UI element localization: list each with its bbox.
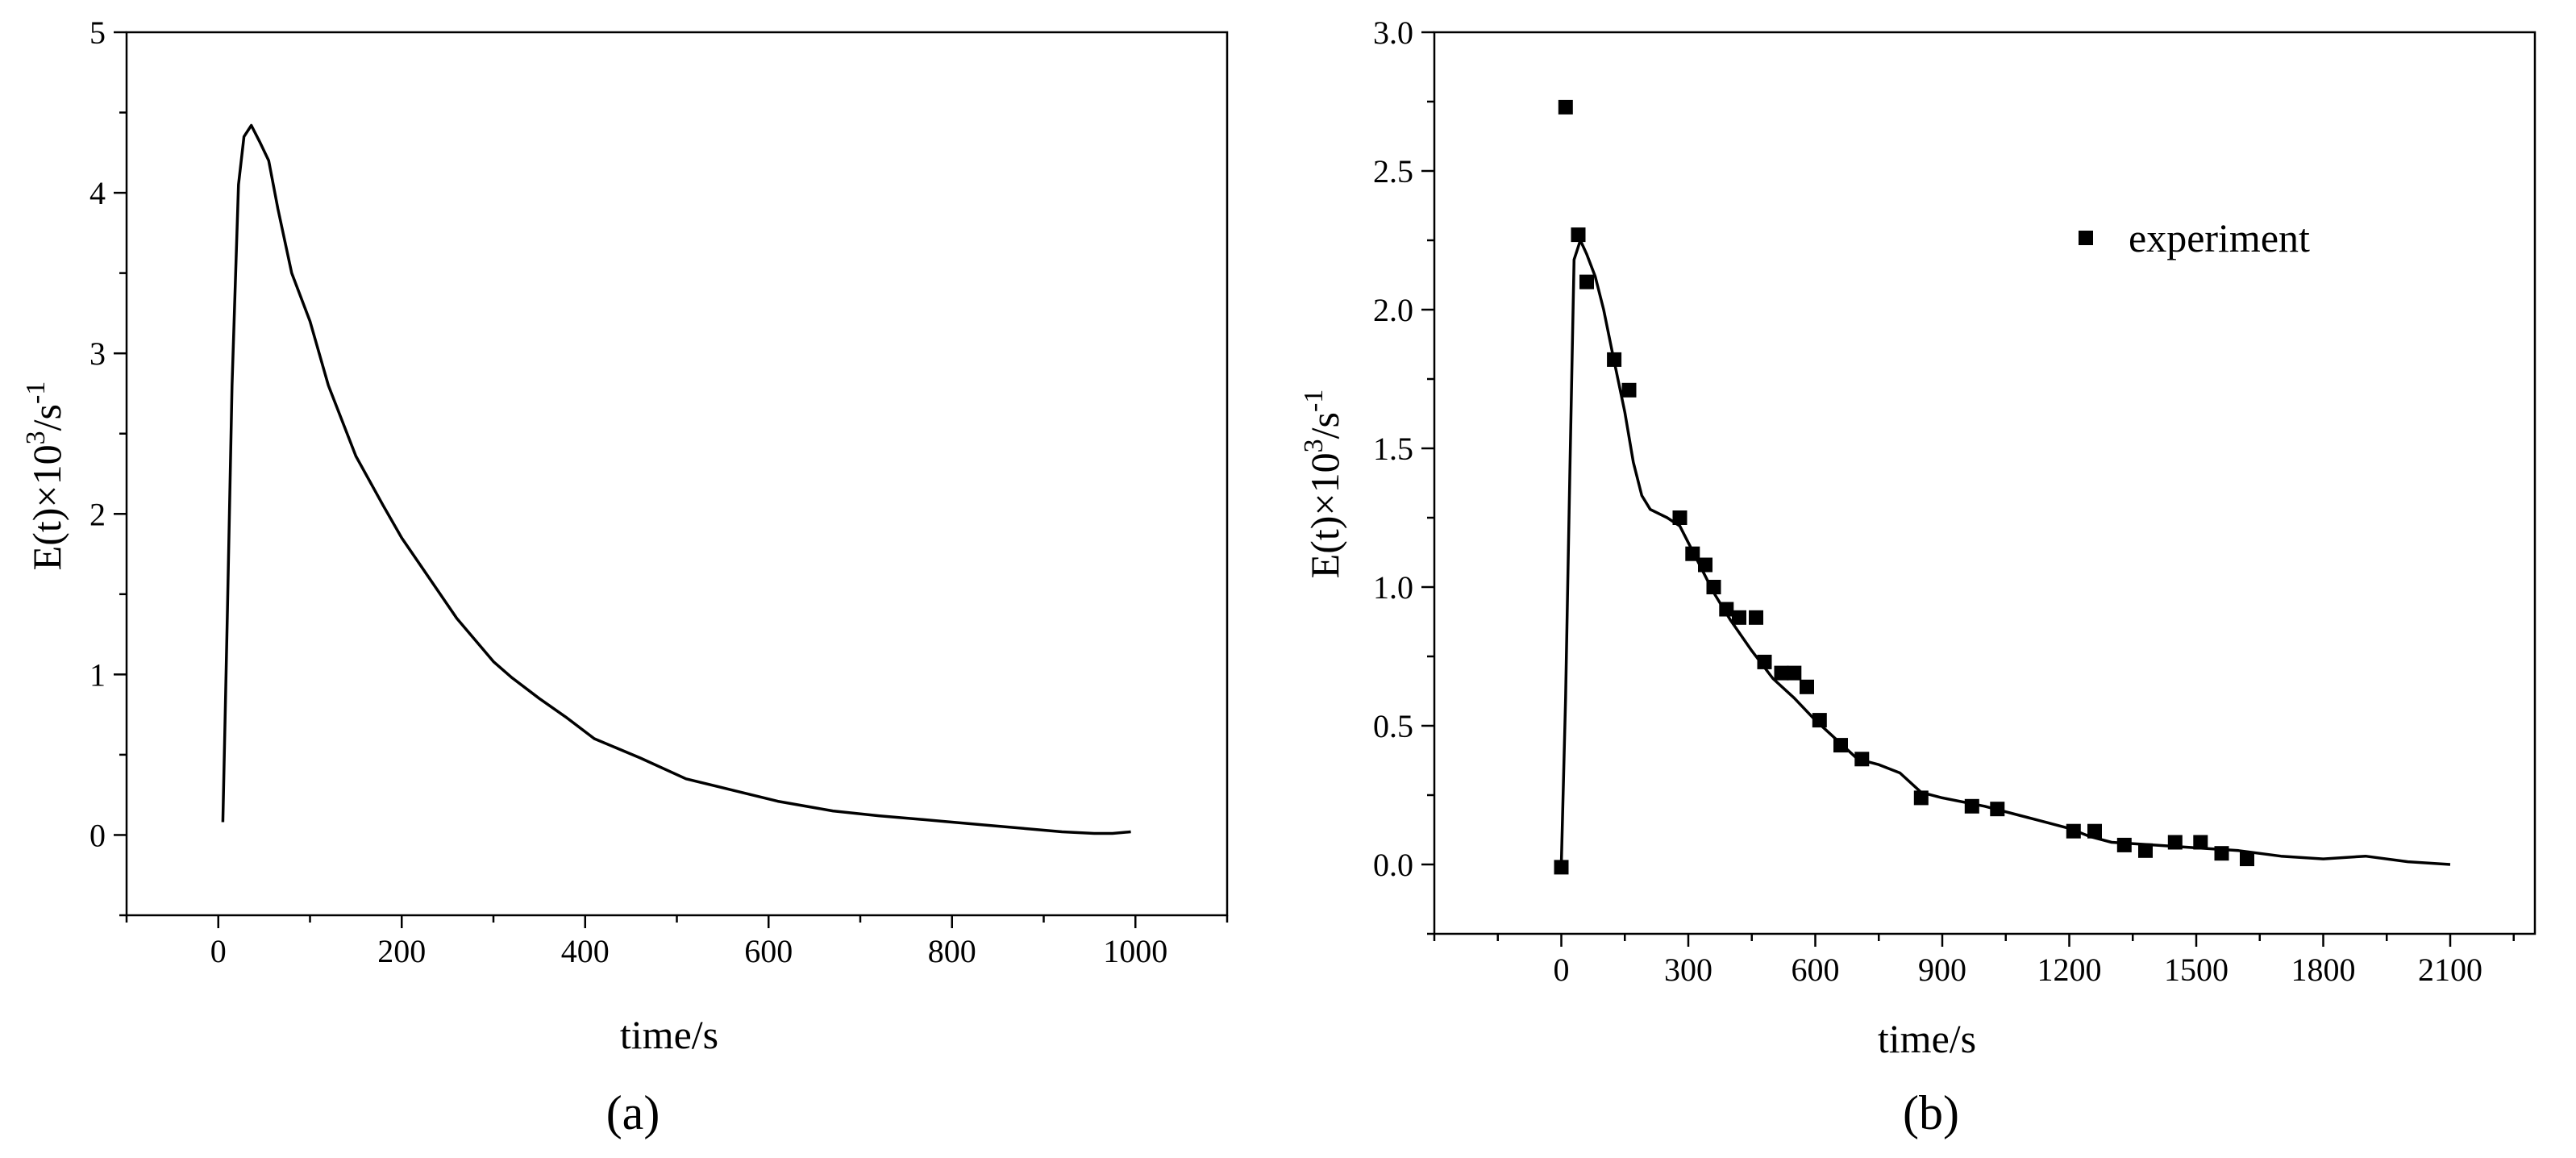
panel-b-x-tick-label: 1200 [2037, 952, 2102, 988]
panel-a-y-tick-label: 0 [89, 817, 106, 853]
panel-b-experiment-point [1964, 798, 1979, 814]
panel-b-legend-label: experiment [2129, 215, 2310, 260]
panel-b-x-axis-title: time/s [1878, 1016, 1976, 1061]
panel-b-experiment-point [1554, 860, 1569, 875]
panel-b-experiment-point [2116, 837, 2132, 852]
panel-b-marks [1554, 99, 2451, 875]
panel-b-x-tick-label: 600 [1792, 952, 1840, 988]
panel-b-experiment-point [1854, 752, 1870, 767]
panel-b-experiment-point [1757, 654, 1772, 669]
panel-b-experiment-point [1787, 665, 1802, 681]
panel-a-x-tick-label: 800 [928, 933, 976, 969]
panel-a-x-axis-title: time/s [620, 1012, 718, 1057]
panel-b-experiment-point [1774, 665, 1789, 681]
panel-a-x-tick-label: 400 [561, 933, 610, 969]
panel-a-y-tick-label: 3 [89, 335, 106, 372]
panel-a-label: (a) [606, 1086, 660, 1139]
panel-b-experiment-point [1749, 610, 1763, 625]
panel-b-experiment-point [1571, 227, 1586, 243]
panel-b-experiment-point [1990, 802, 2005, 817]
panel-b-experiment-point [1579, 274, 1594, 290]
panel-b-experiment-point [1672, 510, 1688, 525]
panel-b-x-tick-label: 900 [1918, 952, 1966, 988]
panel-b-experiment-point [2214, 846, 2229, 861]
panel-b-x-tick-label: 2100 [2418, 952, 2482, 988]
panel-a-y-tick-label: 5 [89, 15, 106, 51]
panel-b-experiment-point [1558, 99, 1573, 115]
panel-b-y-tick-label: 0.5 [1373, 708, 1413, 744]
panel-b-y-tick-label: 1.0 [1373, 569, 1413, 606]
panel-b-experiment-point [1607, 352, 1622, 367]
panel-a-y-tick-label: 1 [89, 656, 106, 693]
panel-b-experiment-point [1719, 602, 1734, 617]
panel-a: 0 200 400 600 800 1000 0 1 2 3 4 5 time/s E(t)×103/… [21, 15, 1229, 1139]
panel-a-marks [221, 123, 1131, 835]
panel-a-ticks: 0 200 400 600 800 1000 0 1 2 3 4 5 [89, 15, 1229, 969]
panel-b-experiment-point [2087, 823, 2102, 839]
panel-b-experiment-point [2167, 835, 2183, 850]
panel-b-experiment-point [1833, 738, 1848, 753]
panel-a-plot-frame [125, 31, 1229, 917]
panel-b-experiment-point [2193, 835, 2208, 850]
panel-a-y-axis-title: E(t)×103/s-1 [21, 381, 69, 571]
panel-b-x-tick-label: 300 [1664, 952, 1712, 988]
panel-b-experiment-point [2066, 823, 2081, 839]
panel-b-experiment-point [1621, 382, 1637, 398]
panel-b-experiment-point [1685, 546, 1700, 561]
panel-a-x-tick-label: 0 [210, 933, 227, 969]
panel-a-x-tick-label: 1000 [1103, 933, 1167, 969]
panel-b-label: (b) [1903, 1086, 1959, 1139]
panel-b-ticks: 0 300 600 900 1200 1500 1800 2100 0.0 0.5 1.0 1.5 2.… [1373, 15, 2515, 988]
panel-b-x-tick-label: 1500 [2164, 952, 2229, 988]
panel-b-y-axis-title: E(t)×103/s-1 [1299, 389, 1347, 579]
panel-b-experiment-point [1698, 557, 1712, 573]
panel-b-experiment-point [1812, 713, 1827, 728]
panel-b-experiment-point [2138, 843, 2153, 858]
panel-b-y-tick-label: 2.5 [1373, 153, 1413, 190]
panel-b-x-tick-label: 0 [1554, 952, 1570, 988]
panel-b-legend-marker [2079, 231, 2093, 245]
panel-b-y-tick-label: 0.0 [1373, 847, 1413, 883]
panel-a-y-tick-label: 4 [89, 175, 106, 211]
panel-a-x-tick-label: 600 [744, 933, 793, 969]
panel-a-x-tick-label: 200 [377, 933, 426, 969]
panel-b-experiment-point [1706, 580, 1721, 594]
panel-b: 0 300 600 900 1200 1500 1800 2100 0.0 0.5 1.0 1.5 2.… [1299, 15, 2536, 1139]
panel-a-y-tick-label: 2 [89, 496, 106, 532]
panel-b-experiment-point [2240, 852, 2254, 867]
panel-b-experiment-point [1913, 790, 1929, 806]
panel-b-experiment-point [1800, 679, 1814, 694]
panel-b-y-tick-label: 3.0 [1373, 15, 1413, 51]
panel-b-y-tick-label: 2.0 [1373, 292, 1413, 328]
panel-b-experiment-point [1732, 610, 1746, 625]
panel-b-x-tick-label: 1800 [2291, 952, 2356, 988]
panel-a-series-line [221, 123, 1131, 835]
panel-b-y-tick-label: 1.5 [1373, 431, 1413, 467]
panel-b-plot-frame [1433, 31, 2536, 935]
